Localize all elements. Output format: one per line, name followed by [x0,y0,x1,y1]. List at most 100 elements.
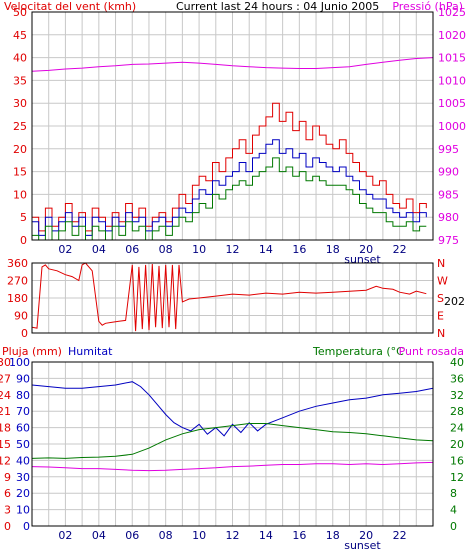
rain-y-tick-label: 9 [4,471,11,484]
wind-y-tick-label: 40 [13,52,27,65]
thermo-panel-x-tick-label: 08 [159,529,173,542]
temperature-y-tick-label: 32 [450,389,464,402]
humidity-axis-title: Humitat [68,345,113,358]
thermo-panel-x-tick-label: 10 [192,529,206,542]
temperature-y-tick-label: 36 [450,372,464,385]
wind-panel-x-tick-label: 14 [259,243,273,256]
thermo-panel-sunset-label: sunset [344,539,381,552]
thermo-panel-x-tick-label: 04 [92,529,106,542]
temperature-y-tick-label: 12 [450,471,464,484]
temperature-y-tick-label: 16 [450,454,464,467]
pressure-y-tick-label: 1025 [438,6,466,19]
humidity-y-tick-label: 60 [16,422,30,435]
wind-direction-current-value: 202 [444,295,465,308]
thermo-panel-x-tick-label: 22 [393,529,407,542]
wind-y-tick-label: 20 [13,143,27,156]
temperature-y-tick-label: 28 [450,405,464,418]
humidity-y-tick-label: 20 [16,487,30,500]
wind-panel-x-tick-label: 06 [125,243,139,256]
pressure-y-tick-label: 1020 [438,29,466,42]
wind-panel-x-tick-label: 20 [359,243,373,256]
dewpoint-axis-title: Punt rosada [399,345,464,358]
direction-y-tick-label: 0 [21,327,28,340]
pressure-y-tick-label: 1005 [438,97,466,110]
thermo-panel-x-tick-label: 12 [226,529,240,542]
humidity-y-tick-label: 50 [16,438,30,451]
wind-panel-x-tick-label: 22 [393,243,407,256]
pressure-y-tick-label: 1015 [438,52,466,65]
chart-title: Current last 24 hours : 04 Junio 2005 [176,0,379,13]
temperature-y-tick-label: 4 [450,504,457,517]
rain-y-tick-label: 18 [0,422,11,435]
direction-compass-label: W [437,275,448,288]
wind-series-minimum [32,157,427,241]
humidity-y-tick-label: 90 [16,372,30,385]
temperature-y-tick-label: 40 [450,356,464,369]
pressure-y-tick-label: 990 [438,166,459,179]
thermo-panel-x-tick-label: 14 [259,529,273,542]
wind-panel-x-tick-label: 10 [192,243,206,256]
pressure-y-tick-label: 995 [438,143,459,156]
thermo-panel-x-tick-label: 18 [326,529,340,542]
temperature-axis-title: Temperatura (°C [312,345,404,358]
pressure-series-line [31,57,434,72]
wind-panel-x-tick-label: 18 [326,243,340,256]
wind-panel-x-tick-label: 08 [159,243,173,256]
temperature-y-tick-label: 20 [450,438,464,451]
humidity-y-tick-label: 10 [16,504,30,517]
thermo-panel-frame [31,361,434,527]
rain-axis-title: Pluja (mm) [2,345,62,358]
direction-compass-label: E [437,310,444,323]
wind-y-tick-label: 45 [13,29,27,42]
thermo-panel-x-tick-label: 06 [125,529,139,542]
wind-y-tick-label: 30 [13,97,27,110]
temperature-series-line [31,423,434,459]
wind-panel-x-tick-label: 04 [92,243,106,256]
direction-panel-frame [31,262,434,334]
thermo-panel-x-tick-label: 20 [359,529,373,542]
humidity-y-tick-label: 40 [16,454,30,467]
rain-y-tick-label: 24 [0,389,11,402]
temperature-y-tick-label: 8 [450,487,457,500]
direction-y-tick-label: 270 [7,275,28,288]
direction-compass-label: N [437,257,445,270]
rain-y-tick-label: 0 [4,520,11,533]
pressure-y-tick-label: 1000 [438,120,466,133]
humidity-y-tick-label: 30 [16,471,30,484]
humidity-y-tick-label: 70 [16,405,30,418]
direction-series-line [31,262,427,332]
thermo-panel-x-tick-label: 02 [58,529,72,542]
pressure-y-tick-label: 975 [438,234,459,247]
wind-y-tick-label: 25 [13,120,27,133]
pressure-y-tick-label: 1010 [438,74,466,87]
wind-series-average [32,139,427,236]
wind-y-tick-label: 50 [13,6,27,19]
temperature-y-tick-label: 24 [450,422,464,435]
humidity-y-tick-label: 100 [9,356,30,369]
wind-series-gust [32,102,427,232]
rain-y-tick-label: 12 [0,454,11,467]
direction-y-tick-label: 360 [7,257,28,270]
rain-y-tick-label: 6 [4,487,11,500]
temperature-y-tick-label: 0 [450,520,457,533]
wind-y-tick-label: 0 [20,234,27,247]
pressure-axis-title: Pressió (hPa) [392,0,463,13]
pressure-y-tick-label: 980 [438,211,459,224]
thermo-panel-x-tick-label: 16 [292,529,306,542]
wind-panel-x-tick-label: 02 [58,243,72,256]
wind-y-tick-label: 10 [13,188,27,201]
wind-panel-x-tick-label: 12 [226,243,240,256]
wind-panel-frame [31,11,434,241]
wind-y-tick-label: 5 [20,211,27,224]
dewpoint-series-line [31,461,434,472]
wind-speed-axis-title: Velocitat del vent (kmh) [4,0,136,13]
rain-y-tick-label: 3 [4,504,11,517]
wind-y-tick-label: 35 [13,74,27,87]
rain-y-tick-label: 21 [0,405,11,418]
direction-compass-label: S [437,292,444,305]
wind-panel-x-tick-label: 16 [292,243,306,256]
humidity-y-tick-label: 0 [23,520,30,533]
pressure-y-tick-label: 985 [438,188,459,201]
